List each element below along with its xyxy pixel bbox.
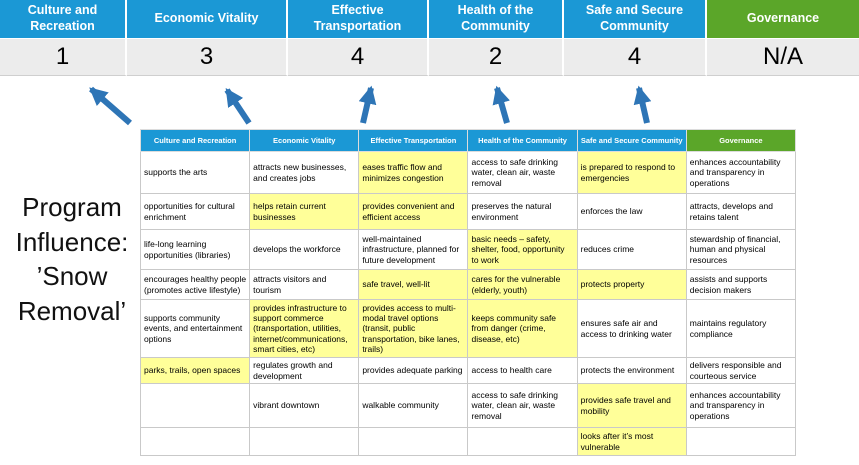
- title-line: Removal’: [17, 295, 127, 326]
- matrix-row-8: looks after it’s most vulnerable: [139, 427, 797, 456]
- matrix-header-row: Culture and Recreation Economic Vitality E…: [139, 129, 797, 152]
- arrow-up-icon: [224, 88, 252, 125]
- matrix-cell: supports the arts: [139, 151, 251, 194]
- arrow-up-icon: [633, 85, 652, 124]
- matrix-cell: access to safe drinking water, clean air…: [467, 151, 578, 194]
- matrix-cell: supports community events, and entertain…: [139, 299, 251, 358]
- matrix-cell: basic needs – safety, shelter, food, opp…: [467, 229, 578, 270]
- scoreboard-header-governance: Governance: [707, 0, 859, 38]
- matrix-header-health-of-the-community: Health of the Community: [467, 129, 578, 152]
- scoreboard-headers: Culture and Recreation Economic Vitality E…: [0, 0, 859, 38]
- matrix-cell: protects the environment: [576, 357, 687, 384]
- matrix-cell: looks after it’s most vulnerable: [576, 427, 687, 456]
- matrix-cell: access to health care: [467, 357, 578, 384]
- matrix-cell: enhances accountability and transparency…: [685, 151, 797, 194]
- matrix-cell: well-maintained infrastructure, planned …: [358, 229, 469, 270]
- matrix-cell: eases traffic flow and minimizes congest…: [358, 151, 469, 194]
- page-title: Program Influence: ’Snow Removal’: [2, 190, 142, 328]
- matrix-cell: life-long learning opportunities (librar…: [139, 229, 251, 270]
- matrix-cell: provides infrastructure to support comme…: [249, 299, 360, 358]
- matrix-cell: regulates growth and development: [249, 357, 360, 384]
- matrix-cell: [467, 427, 578, 456]
- matrix-row-2: opportunities for cultural enrichment hel…: [139, 193, 797, 230]
- matrix-cell: parks, trails, open spaces: [139, 357, 251, 384]
- matrix-cell: is prepared to respond to emergencies: [576, 151, 687, 194]
- score-value-safe-and-secure-community: 4: [564, 38, 707, 76]
- arrow-up-icon: [492, 85, 510, 124]
- matrix-header-culture-and-recreation: Culture and Recreation: [139, 129, 251, 152]
- matrix-header-economic-vitality: Economic Vitality: [249, 129, 360, 152]
- matrix-cell: attracts visitors and tourism: [249, 269, 360, 300]
- matrix-cell: [685, 427, 797, 456]
- matrix-cell: develops the workforce: [249, 229, 360, 270]
- score-value-culture-and-recreation: 1: [0, 38, 127, 76]
- arrow-up-icon: [89, 86, 132, 126]
- matrix-header-governance: Governance: [685, 129, 797, 152]
- matrix-header-effective-transportation: Effective Transportation: [358, 129, 469, 152]
- matrix-cell: [139, 383, 251, 428]
- score-value-governance: N/A: [707, 38, 859, 76]
- title-line: Influence:: [15, 226, 129, 257]
- score-value-effective-transportation: 4: [288, 38, 429, 76]
- matrix-cell: reduces crime: [576, 229, 687, 270]
- matrix-cell: attracts new businesses, and creates job…: [249, 151, 360, 194]
- matrix-row-5: supports community events, and entertain…: [139, 299, 797, 358]
- matrix-cell: stewardship of financial, human and phys…: [685, 229, 797, 270]
- score-value-economic-vitality: 3: [127, 38, 288, 76]
- scoreboard-header-culture-and-recreation: Culture and Recreation: [0, 0, 127, 38]
- matrix-cell: preserves the natural environment: [467, 193, 578, 230]
- matrix-cell: provides adequate parking: [358, 357, 469, 384]
- matrix-cell: maintains regulatory compliance: [685, 299, 797, 358]
- matrix-row-4: encourages healthy people (promotes acti…: [139, 269, 797, 300]
- matrix-cell: access to safe drinking water, clean air…: [467, 383, 578, 428]
- matrix-cell: [139, 427, 251, 456]
- matrix-header-safe-and-secure-community: Safe and Secure Community: [576, 129, 687, 152]
- matrix-row-6: parks, trails, open spaces regulates grow…: [139, 357, 797, 384]
- scoreboard-header-safe-and-secure-community: Safe and Secure Community: [564, 0, 707, 38]
- matrix-cell: provides access to multi-modal travel op…: [358, 299, 469, 358]
- matrix-cell: attracts, develops and retains talent: [685, 193, 797, 230]
- matrix-row-1: supports the arts attracts new businesses…: [139, 151, 797, 194]
- score-value-health-of-the-community: 2: [429, 38, 564, 76]
- matrix-cell: enforces the law: [576, 193, 687, 230]
- matrix-cell: walkable community: [358, 383, 469, 428]
- matrix-cell: keeps community safe from danger (crime,…: [467, 299, 578, 358]
- matrix-row-7: vibrant downtown walkable community access…: [139, 383, 797, 428]
- matrix-cell: provides safe travel and mobility: [576, 383, 687, 428]
- title-line: ’Snow: [36, 261, 108, 292]
- matrix-cell: [358, 427, 469, 456]
- matrix-cell: encourages healthy people (promotes acti…: [139, 269, 251, 300]
- matrix-cell: provides convenient and efficient access: [358, 193, 469, 230]
- matrix-cell: safe travel, well-lit: [358, 269, 469, 300]
- score-arrows: [89, 85, 652, 126]
- matrix-cell: opportunities for cultural enrichment: [139, 193, 251, 230]
- scoreboard-header-effective-transportation: Effective Transportation: [288, 0, 429, 38]
- title-line: Program: [22, 192, 122, 222]
- matrix-cell: enhances accountability and transparency…: [685, 383, 797, 428]
- scoreboard-header-health-of-the-community: Health of the Community: [429, 0, 564, 38]
- matrix-cell: protects property: [576, 269, 687, 300]
- matrix-cell: delivers responsible and courteous servi…: [685, 357, 797, 384]
- matrix-cell: [249, 427, 360, 456]
- matrix-body: supports the arts attracts new businesses…: [139, 151, 797, 456]
- matrix-cell: assists and supports decision makers: [685, 269, 797, 300]
- influence-matrix: Culture and Recreation Economic Vitality E…: [139, 129, 797, 456]
- scoreboard-header-economic-vitality: Economic Vitality: [127, 0, 288, 38]
- matrix-cell: helps retain current businesses: [249, 193, 360, 230]
- matrix-cell: vibrant downtown: [249, 383, 360, 428]
- matrix-cell: ensures safe air and access to drinking …: [576, 299, 687, 358]
- scoreboard-scores: 1 3 4 2 4 N/A: [0, 38, 859, 76]
- matrix-row-3: life-long learning opportunities (librar…: [139, 229, 797, 270]
- matrix-cell: cares for the vulnerable (elderly, youth…: [467, 269, 578, 300]
- arrow-up-icon: [358, 85, 377, 124]
